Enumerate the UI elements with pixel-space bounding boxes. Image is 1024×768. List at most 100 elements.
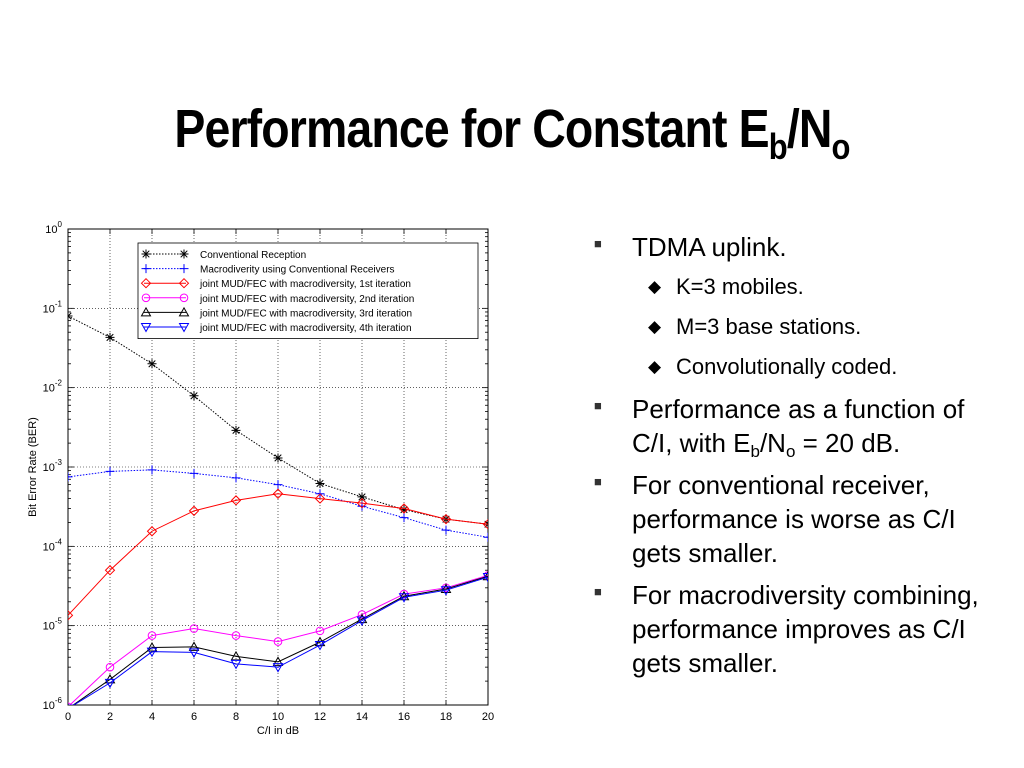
sub-bullet-text: M=3 base stations. [676, 314, 862, 339]
sub-bullet-coded: ◆ Convolutionally coded. [592, 352, 1012, 382]
series-line [68, 493, 488, 616]
data-point [230, 659, 242, 670]
data-point [482, 573, 488, 583]
x-tick-label: 20 [482, 711, 494, 723]
data-point [356, 616, 368, 627]
x-tick-label: 0 [65, 711, 71, 723]
data-point [273, 453, 283, 463]
bullet-text-a: Performance as a function of C/I, with E [632, 394, 965, 458]
data-point [399, 513, 409, 523]
data-point [230, 495, 242, 506]
sub-bullet-text: Convolutionally coded. [676, 354, 898, 379]
diamond-bullet-icon: ◆ [648, 357, 662, 376]
x-tick-label: 10 [272, 711, 284, 723]
y-axis-label: Bit Error Rate (BER) [27, 417, 39, 517]
data-point [189, 391, 199, 401]
legend-marker [178, 306, 190, 317]
legend-marker [179, 249, 189, 259]
y-tick-label: 10-4 [43, 537, 63, 553]
series-2 [68, 465, 488, 542]
legend-marker [179, 264, 189, 274]
bullet-sub-b: b [750, 442, 760, 461]
data-point [189, 468, 199, 478]
data-point [188, 641, 200, 651]
data-point [104, 565, 116, 576]
data-point [398, 503, 410, 514]
legend-marker [141, 293, 151, 303]
legend-marker [178, 323, 190, 333]
bullet-list: ■ TDMA uplink. ◆ K=3 mobiles. ◆ M=3 base st… [592, 230, 1012, 688]
legend-label: Conventional Reception [200, 250, 306, 261]
data-point [105, 466, 115, 476]
x-tick-label: 4 [149, 711, 155, 723]
data-point [440, 513, 452, 525]
legend-marker [140, 277, 152, 289]
data-point [441, 525, 451, 535]
series-6 [68, 573, 488, 705]
data-point [189, 624, 199, 633]
series-line [69, 574, 488, 705]
series-line [68, 315, 488, 525]
legend-label: joint MUD/FEC with macrodiversity, 1st i… [199, 279, 411, 290]
series-line [72, 575, 488, 705]
bullet-text-b: /N [759, 428, 786, 458]
x-tick-label: 14 [356, 711, 368, 723]
data-point [272, 488, 284, 499]
title-main: Performance for Constant E [174, 99, 769, 159]
title-mid: /N [786, 99, 833, 159]
data-point [482, 519, 488, 530]
data-point [68, 610, 74, 621]
series-line [72, 576, 488, 705]
legend: Conventional Reception Macrodiverity usin… [137, 242, 479, 339]
data-point [314, 641, 326, 651]
data-point [146, 642, 158, 652]
bullet-text-c: = 20 dB. [795, 428, 901, 458]
sub-bullet-base-stations: ◆ M=3 base stations. [592, 312, 1012, 342]
data-point [147, 631, 157, 640]
data-point [398, 590, 410, 601]
data-point [231, 631, 241, 640]
sub-bullet-text: K=3 mobiles. [676, 274, 804, 299]
legend-marker [141, 249, 151, 259]
slide-title: Performance for Constant Eb/No [72, 98, 953, 165]
x-tick-label: 12 [314, 711, 326, 723]
x-tick-label: 16 [398, 711, 410, 723]
x-tick-label: 2 [107, 711, 113, 723]
data-point [440, 586, 452, 596]
diamond-bullet-icon: ◆ [648, 317, 662, 336]
ber-chart: 0 2 4 6 8 10 12 14 16 18 20 100 10-1 10-2 10-3 10-4 10-5… [27, 220, 494, 737]
title-sub-b: b [768, 126, 788, 167]
data-point [146, 526, 158, 537]
plot-frame [67, 228, 489, 706]
bullet-conventional: ■ For conventional receiver, performance … [592, 468, 1012, 570]
diamond-bullet-icon: ◆ [648, 277, 662, 296]
data-point [105, 662, 115, 672]
x-axis-label: C/I in dB [257, 725, 299, 737]
data-point [231, 473, 241, 483]
bullet-performance: ■ Performance as a function of C/I, with … [592, 392, 1012, 460]
data-point [398, 593, 410, 603]
series-line [68, 469, 488, 538]
square-bullet-icon: ■ [594, 474, 602, 489]
legend-marker [178, 277, 190, 289]
y-tick-label: 10-1 [43, 299, 63, 315]
square-bullet-icon: ■ [594, 398, 602, 413]
bullet-text: For macrodiversity combining, performanc… [632, 580, 979, 678]
series-3 [68, 488, 488, 621]
data-point [231, 425, 241, 435]
data-point [146, 647, 158, 658]
square-bullet-icon: ■ [594, 584, 602, 599]
data-point [482, 570, 488, 581]
bullet-text: For conventional receiver, performance i… [632, 470, 956, 568]
data-point [357, 492, 367, 502]
data-point [356, 613, 368, 624]
data-point [315, 478, 325, 488]
data-point [188, 505, 200, 517]
legend-marker [141, 264, 151, 274]
data-point [147, 359, 157, 369]
data-point [104, 678, 116, 689]
data-point [272, 656, 284, 666]
bullet-macrodiversity: ■ For macrodiversity combining, performan… [592, 578, 1012, 680]
square-bullet-icon: ■ [594, 236, 602, 251]
bullet-tdma: ■ TDMA uplink. [592, 230, 1012, 264]
